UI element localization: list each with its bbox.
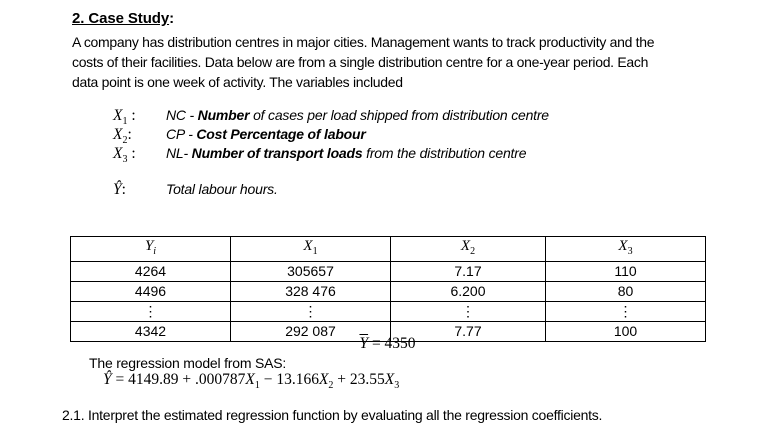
variable-symbol: X3 : xyxy=(113,145,136,166)
question-text: 2.1. Interpret the estimated regression … xyxy=(62,407,603,423)
table-row: 4342 292 087 7.77 100 xyxy=(70,321,706,342)
table-row: 4264 305657 7.17 110 xyxy=(70,261,706,282)
table-cell: ⋮ xyxy=(70,301,231,322)
mean-line: Y = 4350 xyxy=(359,335,416,352)
variable-symbol: X2: xyxy=(113,126,132,147)
table-row: 4496 328 476 6.200 80 xyxy=(70,281,706,302)
table-cell: 4342 xyxy=(70,321,231,342)
ybar-symbol: Y xyxy=(359,335,369,352)
variable-definition-x2: X2: CP - Cost Percentage of labour xyxy=(113,126,366,147)
variable-description: NC - Number of cases per load shipped fr… xyxy=(166,107,549,123)
table-header-x3: X3 xyxy=(545,236,706,262)
variable-symbol: Ŷ: xyxy=(113,181,126,198)
table-header-row: Yi X1 X2 X3 xyxy=(70,236,706,262)
table-cell: 7.17 xyxy=(390,261,546,282)
intro-paragraph: A company has distribution centres in ma… xyxy=(72,32,655,92)
variable-description: Total labour hours. xyxy=(166,181,278,197)
page-title-colon: : xyxy=(169,10,174,27)
page-title: 2. Case Study: xyxy=(72,10,174,27)
table-cell: ⋮ xyxy=(390,301,546,322)
table-row-ellipsis: ⋮ ⋮ ⋮ ⋮ xyxy=(70,301,706,322)
table-cell: 100 xyxy=(545,321,706,342)
table-cell: ⋮ xyxy=(545,301,706,322)
data-table: Yi X1 X2 X3 4264 305657 7.17 110 4496 32… xyxy=(70,236,706,342)
intro-line: data point is one week of activity. The … xyxy=(72,74,403,90)
yhat-symbol: Ŷ xyxy=(103,371,112,388)
regression-formula: Ŷ = 4149.89 + .000787X1 − 13.166X2 + 23.… xyxy=(103,371,400,392)
variable-definition-x3: X3 : NL- Number of transport loads from t… xyxy=(113,145,527,166)
table-header-x1: X1 xyxy=(230,236,391,262)
table-cell: 328 476 xyxy=(230,281,391,302)
table-cell: 305657 xyxy=(230,261,391,282)
table-cell: 110 xyxy=(545,261,706,282)
table-cell: 80 xyxy=(545,281,706,302)
table-header-x2: X2 xyxy=(390,236,546,262)
table-cell: ⋮ xyxy=(230,301,391,322)
variable-definition-yhat: Ŷ: Total labour hours. xyxy=(113,181,278,200)
variable-definition-x1: X1 : NC - Number of cases per load shippe… xyxy=(113,107,549,128)
table-cell: 4496 xyxy=(70,281,231,302)
intro-line: costs of their facilities. Data below ar… xyxy=(72,54,649,70)
table-cell: 4264 xyxy=(70,261,231,282)
model-label: The regression model from SAS: xyxy=(89,355,287,371)
table-cell: 7.77 xyxy=(390,321,546,342)
variable-description: CP - Cost Percentage of labour xyxy=(166,126,366,142)
intro-line: A company has distribution centres in ma… xyxy=(72,34,655,50)
page-title-text: 2. Case Study xyxy=(72,10,170,27)
variable-symbol: X1 : xyxy=(113,107,136,128)
table-header-yi: Yi xyxy=(70,236,231,262)
table-cell: 6.200 xyxy=(390,281,546,302)
variable-description: NL- Number of transport loads from the d… xyxy=(166,145,527,161)
